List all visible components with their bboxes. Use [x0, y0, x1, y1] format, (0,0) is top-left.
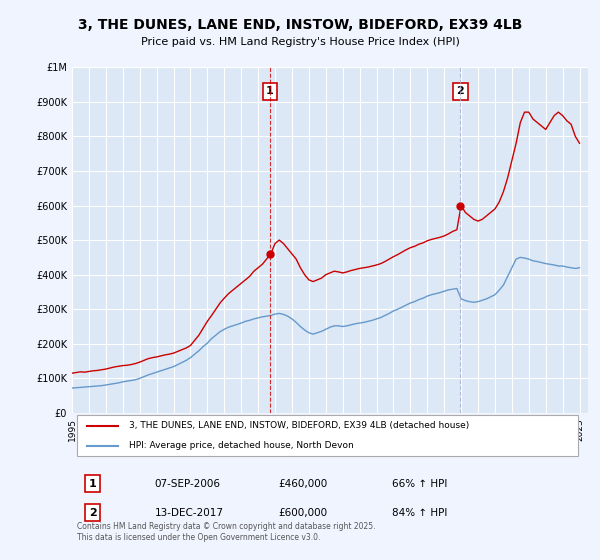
Text: 84% ↑ HPI: 84% ↑ HPI	[392, 507, 447, 517]
Text: 2: 2	[457, 86, 464, 96]
FancyBboxPatch shape	[77, 415, 578, 456]
Text: £460,000: £460,000	[278, 479, 328, 488]
Text: 66% ↑ HPI: 66% ↑ HPI	[392, 479, 447, 488]
Text: 1: 1	[266, 86, 274, 96]
Text: 3, THE DUNES, LANE END, INSTOW, BIDEFORD, EX39 4LB (detached house): 3, THE DUNES, LANE END, INSTOW, BIDEFORD…	[129, 421, 469, 430]
Text: HPI: Average price, detached house, North Devon: HPI: Average price, detached house, Nort…	[129, 441, 353, 450]
Text: 1: 1	[89, 479, 97, 488]
Text: Price paid vs. HM Land Registry's House Price Index (HPI): Price paid vs. HM Land Registry's House …	[140, 37, 460, 47]
Text: 13-DEC-2017: 13-DEC-2017	[155, 507, 224, 517]
Text: 2: 2	[89, 507, 97, 517]
Text: 07-SEP-2006: 07-SEP-2006	[155, 479, 221, 488]
Text: £600,000: £600,000	[278, 507, 328, 517]
Text: Contains HM Land Registry data © Crown copyright and database right 2025.
This d: Contains HM Land Registry data © Crown c…	[77, 522, 376, 542]
Text: 3, THE DUNES, LANE END, INSTOW, BIDEFORD, EX39 4LB: 3, THE DUNES, LANE END, INSTOW, BIDEFORD…	[78, 18, 522, 32]
